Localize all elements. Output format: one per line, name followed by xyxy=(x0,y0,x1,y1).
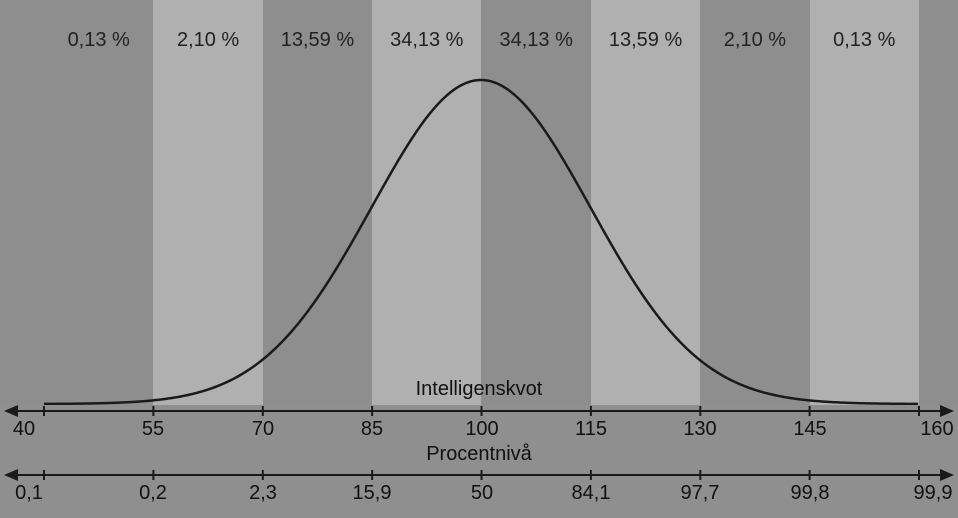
axis-percentile-ticks: 0,1 0,2 2,3 15,9 50 84,1 97,7 99,8 99,9 xyxy=(0,482,958,512)
percentile-tick-7: 99,8 xyxy=(791,482,830,505)
iq-tick-5: 115 xyxy=(575,418,607,441)
iq-tick-1: 55 xyxy=(142,418,164,441)
percentile-tick-8: 99,9 xyxy=(914,482,953,505)
bell-curve xyxy=(0,0,958,405)
percentile-tick-5: 84,1 xyxy=(572,482,611,505)
iq-tick-4: 100 xyxy=(465,418,498,441)
iq-tick-0: 40 xyxy=(13,418,35,441)
axis-iq-label: Intelligenskvot xyxy=(0,378,958,401)
iq-tick-2: 70 xyxy=(252,418,274,441)
axis-iq-line xyxy=(4,404,954,418)
percentile-tick-0: 0,1 xyxy=(15,482,43,505)
bell-curve-container xyxy=(0,0,958,405)
percentile-tick-3: 15,9 xyxy=(353,482,392,505)
percentile-tick-2: 2,3 xyxy=(249,482,277,505)
normal-distribution-figure: 0,13 %2,10 %13,59 %34,13 %34,13 %13,59 %… xyxy=(0,0,958,518)
axis-percentile-label: Procentnivå xyxy=(0,443,958,466)
percentile-tick-6: 97,7 xyxy=(681,482,720,505)
iq-tick-7: 145 xyxy=(793,418,826,441)
bell-curve-path xyxy=(44,80,918,404)
axis-percentile-line xyxy=(4,468,954,482)
percentile-tick-4: 50 xyxy=(471,482,493,505)
iq-tick-6: 130 xyxy=(683,418,716,441)
percentile-tick-1: 0,2 xyxy=(139,482,167,505)
iq-tick-3: 85 xyxy=(361,418,383,441)
iq-tick-8: 160 xyxy=(920,418,953,441)
